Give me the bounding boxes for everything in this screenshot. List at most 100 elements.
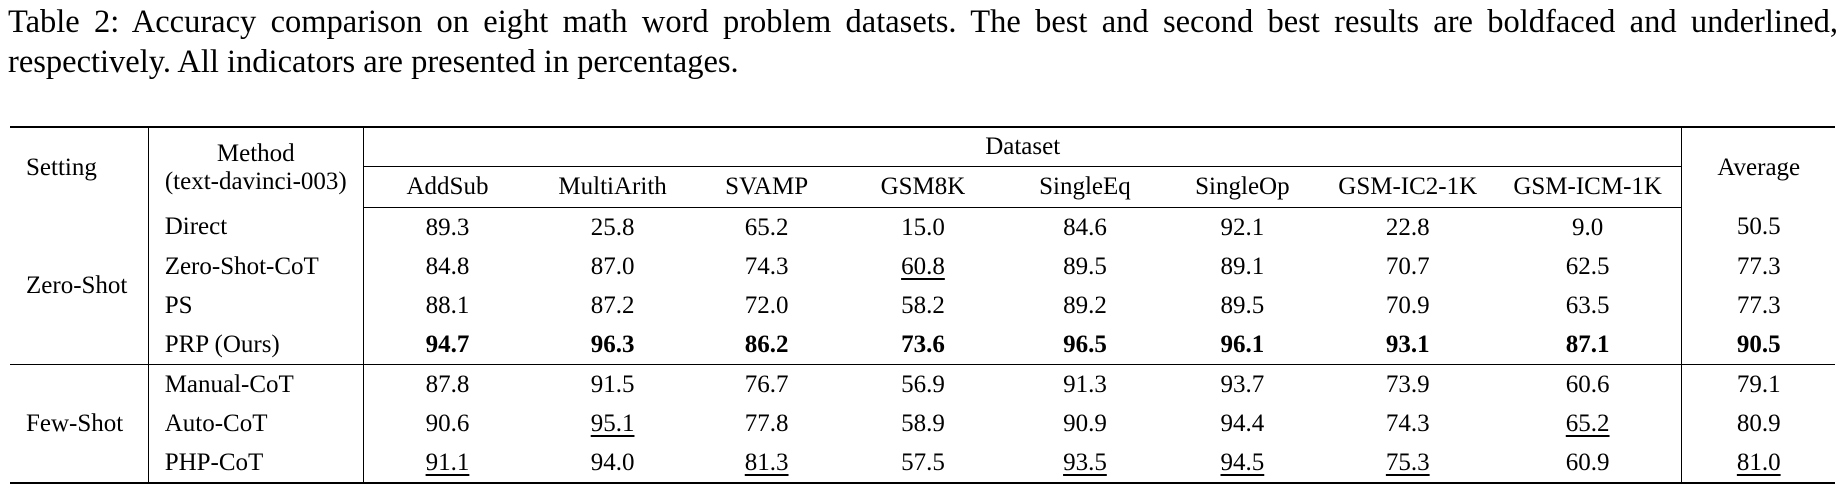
value-text: 89.1 — [1220, 252, 1265, 280]
value-cell: 74.3 — [1322, 404, 1494, 443]
setting-cell: Zero-Shot — [10, 207, 149, 365]
method-header-line2: (text-davinci-003) — [164, 167, 347, 195]
value-text: 88.1 — [425, 291, 470, 319]
value-cell: 96.1 — [1163, 325, 1322, 365]
value-text: 93.7 — [1220, 370, 1265, 398]
column-header: GSM8K — [839, 166, 1007, 208]
value-text: 94.7 — [425, 330, 470, 358]
method-header: Method (text-davinci-003) — [148, 126, 364, 208]
value-cell: 87.8 — [363, 365, 531, 405]
average-text: 81.0 — [1736, 448, 1781, 476]
method-cell: Zero-Shot-CoT — [148, 247, 364, 286]
value-text: 87.2 — [590, 291, 635, 319]
header-row-1: Setting Method (text-davinci-003) Datase… — [10, 126, 1835, 208]
value-cell: 94.7 — [363, 325, 532, 365]
table-row: Auto-CoT 90.6 95.1 77.8 58.9 90.9 94.4 74.3 65.2… — [10, 404, 1835, 443]
average-text: 79.1 — [1736, 370, 1781, 398]
value-cell: 60.6 — [1493, 364, 1683, 404]
value-cell: 63.5 — [1493, 286, 1683, 325]
value-cell: 84.6 — [1007, 208, 1163, 248]
value-cell: 90.9 — [1007, 404, 1163, 443]
value-text: 75.3 — [1385, 448, 1430, 476]
value-text: 65.2 — [744, 213, 789, 241]
value-cell: 65.2 — [1493, 404, 1683, 443]
value-cell: 76.7 — [694, 365, 839, 405]
average-cell: 77.3 — [1682, 286, 1835, 325]
value-cell: 95.1 — [531, 404, 694, 443]
value-text: 22.8 — [1385, 213, 1430, 241]
value-text: 94.5 — [1220, 448, 1265, 476]
average-header: Average — [1681, 126, 1835, 208]
value-text: 56.9 — [901, 370, 945, 398]
average-cell: 90.5 — [1681, 325, 1835, 365]
average-cell: 77.3 — [1682, 247, 1835, 286]
value-cell: 86.2 — [694, 325, 840, 365]
value-cell: 70.9 — [1322, 286, 1494, 325]
value-text: 89.5 — [1220, 291, 1265, 319]
value-text: 93.1 — [1385, 330, 1430, 358]
table-row: Few-Shot Manual-CoT 87.8 91.5 76.7 56.9 91.3 93… — [10, 364, 1835, 484]
value-cell: 89.1 — [1163, 247, 1322, 286]
value-cell: 89.5 — [1163, 286, 1322, 325]
value-cell: 89.2 — [1007, 286, 1163, 325]
value-text: 87.0 — [590, 252, 635, 280]
value-cell: 93.1 — [1321, 325, 1494, 365]
value-text: 89.5 — [1063, 252, 1107, 280]
value-text: 96.1 — [1220, 330, 1265, 358]
column-header: SVAMP — [694, 166, 840, 208]
method-cell: PS — [148, 286, 364, 325]
value-cell: 60.9 — [1493, 443, 1683, 484]
value-text: 70.9 — [1385, 291, 1430, 319]
value-text: 70.7 — [1385, 252, 1430, 280]
value-cell: 91.3 — [1007, 365, 1163, 405]
value-text: 87.1 — [1565, 330, 1610, 358]
value-text: 60.9 — [1565, 448, 1610, 476]
value-text: 74.3 — [744, 252, 789, 280]
value-text: 92.1 — [1220, 213, 1265, 241]
column-header: MultiArith — [531, 166, 695, 208]
value-cell: 56.9 — [839, 365, 1007, 405]
table-row: PHP-CoT 91.1 94.0 81.3 57.5 93.5 94.5 75.3 60.9 8… — [10, 443, 1835, 484]
setting-cell: Few-Shot — [10, 364, 149, 484]
value-cell: 90.6 — [363, 404, 531, 443]
value-text: 15.0 — [901, 213, 945, 241]
table-row: PS 88.1 87.2 72.0 58.2 89.2 89.5 70.9 63.5 77.3 — [10, 286, 1835, 325]
dataset-header: Dataset — [363, 126, 1683, 167]
average-cell: 80.9 — [1682, 404, 1835, 443]
value-cell: 88.1 — [363, 286, 531, 325]
value-text: 84.8 — [425, 252, 470, 280]
value-text: 58.9 — [901, 409, 945, 437]
value-cell: 87.0 — [531, 247, 694, 286]
average-text: 80.9 — [1736, 409, 1781, 437]
value-cell: 96.5 — [1006, 325, 1164, 365]
value-text: 60.6 — [1565, 370, 1610, 398]
value-cell: 75.3 — [1321, 443, 1494, 484]
value-cell: 84.8 — [363, 247, 531, 286]
column-header: GSM-ICM-1K — [1493, 166, 1683, 208]
method-cell: Direct — [148, 207, 364, 247]
value-cell: 9.0 — [1493, 207, 1683, 247]
column-header: SingleOp — [1163, 166, 1322, 208]
method-cell: PHP-CoT — [148, 443, 364, 484]
value-text: 91.3 — [1063, 370, 1107, 398]
value-text: 84.6 — [1063, 213, 1107, 241]
value-text: 74.3 — [1385, 409, 1430, 437]
value-cell: 15.0 — [839, 208, 1007, 248]
value-cell: 62.5 — [1493, 247, 1683, 286]
value-text: 90.9 — [1063, 409, 1107, 437]
value-cell: 87.1 — [1493, 325, 1683, 365]
value-cell: 73.9 — [1322, 365, 1494, 405]
value-cell: 60.8 — [839, 247, 1007, 286]
value-text: 94.0 — [590, 448, 635, 476]
value-cell: 22.8 — [1322, 208, 1494, 248]
header-row-2: AddSub MultiArith SVAMP GSM8K SingleEq Single… — [10, 166, 1835, 208]
value-text: 63.5 — [1565, 291, 1610, 319]
value-text: 89.2 — [1063, 291, 1107, 319]
value-cell: 74.3 — [694, 247, 839, 286]
value-cell: 96.3 — [531, 325, 695, 365]
value-cell: 94.4 — [1163, 404, 1322, 443]
average-cell: 81.0 — [1681, 443, 1835, 484]
method-cell: Auto-CoT — [148, 404, 364, 443]
value-cell: 94.5 — [1163, 443, 1322, 484]
